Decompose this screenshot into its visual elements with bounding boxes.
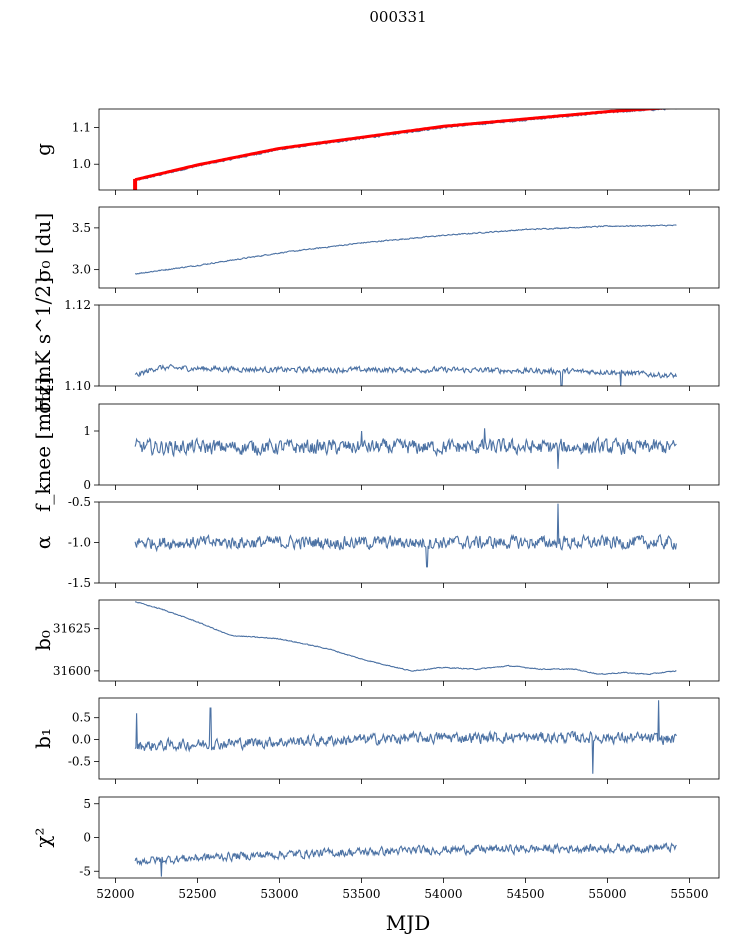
y-tick-label: -0.5 xyxy=(68,754,91,768)
panel-sigma0_du: 3.0 3.5 σ₀ [du] xyxy=(31,206,720,293)
y-tick-label: 3.0 xyxy=(72,263,91,277)
axes-frame-b0 xyxy=(98,599,720,682)
panel-sigma0_mk: 1.10 1.12 σ₀[mK s^1/2] xyxy=(31,277,720,414)
y-tick-label: -5 xyxy=(79,864,91,878)
panel-g: 1.0 1.1 g xyxy=(31,108,720,195)
x-tick-label: 53500 xyxy=(342,887,380,901)
y-tick-label: 1.0 xyxy=(72,157,91,171)
axes-frame-g xyxy=(98,108,720,191)
x-axis-label: MJD xyxy=(386,911,431,935)
y-tick-label: 0 xyxy=(83,478,91,492)
y-axis-label-chi2: χ² xyxy=(31,827,55,847)
y-tick-label: -1.5 xyxy=(68,576,91,590)
axes-frame-fknee xyxy=(98,403,720,486)
x-tick-label: 52500 xyxy=(178,887,216,901)
y-tick-label: 1.12 xyxy=(64,298,91,312)
y-axis-label-b0: b₀ xyxy=(31,630,55,651)
series-line-b0 xyxy=(135,601,677,676)
y-tick-label: -0.5 xyxy=(68,495,91,509)
panel-b1: -0.5 0.0 0.5 b₁ xyxy=(31,697,720,784)
panel-fknee: 0 1 f_knee [mHz] xyxy=(31,377,720,512)
y-tick-label: 1.1 xyxy=(72,120,91,134)
axes-frame-sigma0_mk xyxy=(98,304,720,387)
axes-frame-b1 xyxy=(98,697,720,780)
x-tick-label: 54000 xyxy=(424,887,462,901)
axes-frame-chi2 xyxy=(98,796,720,879)
y-axis-label-b1: b₁ xyxy=(31,728,55,749)
x-tick-label: 55500 xyxy=(670,887,708,901)
series-line-sigma0_du xyxy=(135,224,677,275)
y-axis-label-fknee: f_knee [mHz] xyxy=(31,377,55,512)
y-tick-label: 1.10 xyxy=(64,379,91,393)
series-line-chi2 xyxy=(134,842,677,877)
panel-alpha: -1.5 -1.0 -0.5 α xyxy=(31,495,720,590)
y-tick-label: 3.5 xyxy=(72,221,91,235)
panel-chi2: 52000 52500 53000 53500 54000 54500 55000 55500… xyxy=(31,796,720,901)
x-tick-label: 54500 xyxy=(506,887,544,901)
y-tick-label: 0.0 xyxy=(72,733,91,747)
x-tick-label: 52000 xyxy=(96,887,134,901)
x-tick-label: 53000 xyxy=(260,887,298,901)
series-line-b1 xyxy=(134,700,677,774)
y-tick-label: 0.5 xyxy=(72,711,91,725)
y-tick-label: 1 xyxy=(83,424,91,438)
axes-frame-sigma0_du xyxy=(98,206,720,289)
y-axis-label-alpha: α xyxy=(31,536,55,550)
y-axis-label-g: g xyxy=(31,143,55,156)
fit-line-g xyxy=(134,109,671,182)
y-axis-label-sigma0_mk: σ₀[mK s^1/2] xyxy=(31,277,55,414)
series-line-sigma0_mk xyxy=(134,363,677,386)
y-tick-label: -1.0 xyxy=(68,536,91,550)
series-line-alpha xyxy=(134,503,677,568)
y-tick-label: 5 xyxy=(83,797,91,811)
y-tick-label: 31600 xyxy=(53,664,91,678)
series-line-fknee xyxy=(134,428,677,469)
y-axis-label-sigma0_du: σ₀ [du] xyxy=(31,213,55,282)
panels: 1.0 1.1 g 3.0 3.5 σ₀ [du] 1.10 1.12 σ₀[mK s^1/2]… xyxy=(31,108,720,901)
x-tick-label: 55000 xyxy=(588,887,626,901)
y-tick-label: 0 xyxy=(83,831,91,845)
chart-title: 000331 xyxy=(369,8,426,26)
y-tick-label: 31625 xyxy=(53,622,91,636)
series-line-g xyxy=(134,109,677,182)
